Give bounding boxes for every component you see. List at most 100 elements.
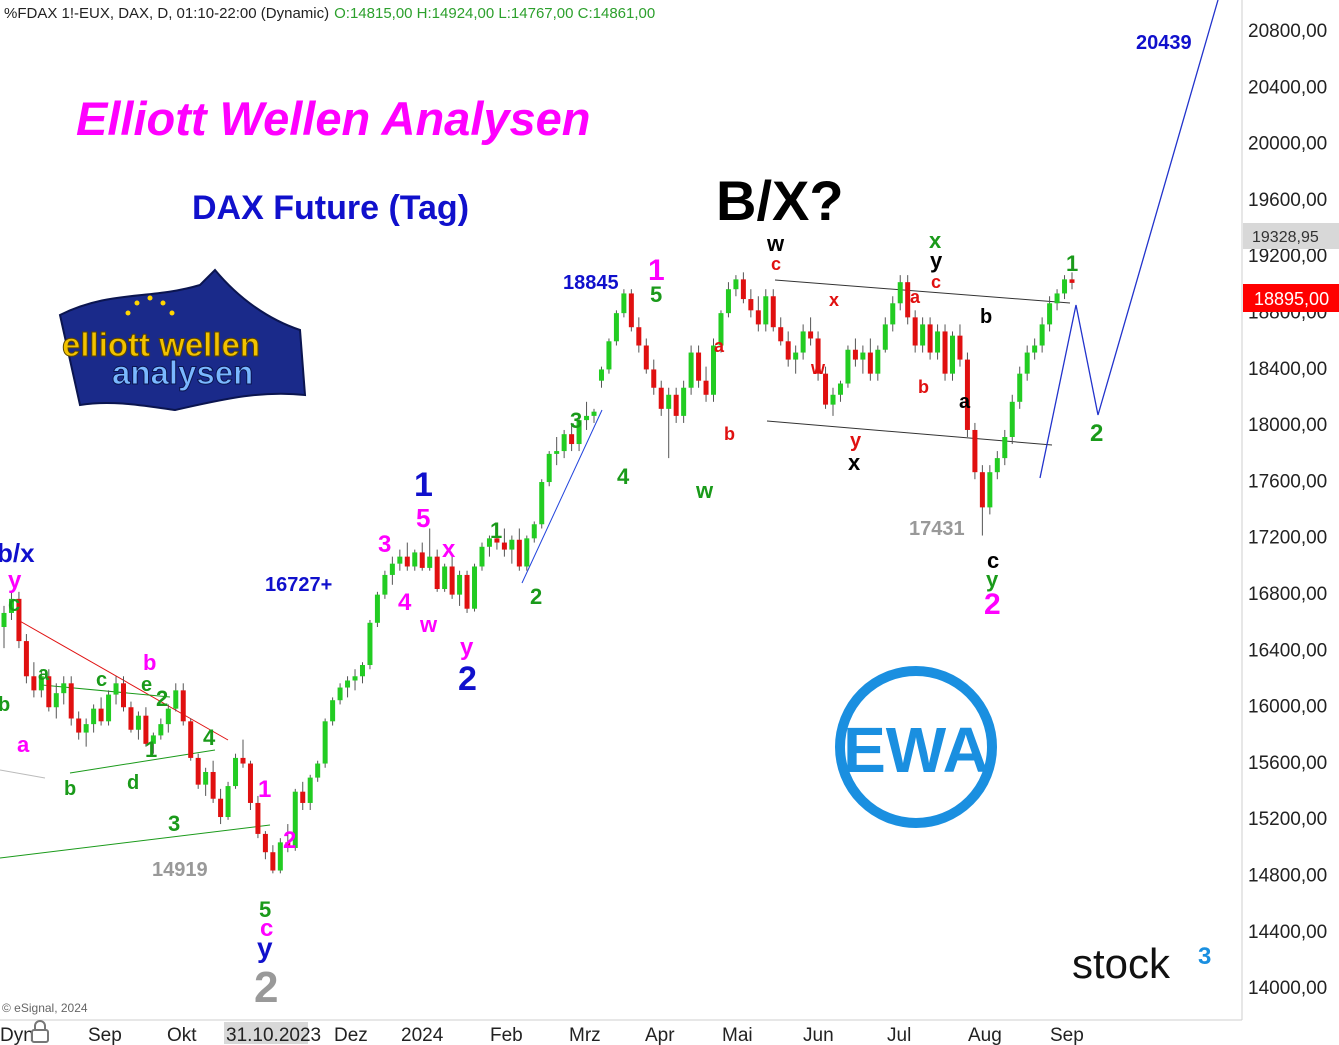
- long-support-line: [0, 824, 271, 859]
- time-tick-label: Sep: [1050, 1025, 1084, 1045]
- wave-annotations: 1 5 18845 3 4 w a b w c x w y x x y c a …: [0, 32, 1192, 1012]
- projection-path: [1039, 0, 1219, 479]
- price-tick-label: 18000,00: [1248, 415, 1327, 436]
- price-tick-label: 14800,00: [1248, 866, 1327, 887]
- annotation-label: 17431: [909, 518, 965, 540]
- candle-up: [53, 693, 59, 708]
- time-axis[interactable]: Dyn Sep Okt 31.10.2023 Dez 2024 Feb Mrz Apr Mai Ju…: [0, 1019, 1242, 1045]
- time-tick-label: Feb: [490, 1025, 523, 1045]
- annotation-label: 5: [416, 503, 430, 533]
- candle-down: [120, 683, 126, 708]
- lock-icon[interactable]: [31, 1020, 49, 1043]
- annotation-label: y: [8, 567, 22, 594]
- candle-up: [61, 683, 67, 694]
- candle-down: [270, 852, 276, 871]
- price-axis-ticks: 20800,00 20400,00 20000,00 19600,00 19200,00…: [1248, 21, 1327, 999]
- time-tick-label: Mai: [722, 1025, 753, 1045]
- time-tick-label: Dyn: [0, 1025, 34, 1045]
- annotation-label: x: [848, 450, 861, 475]
- candle-up: [950, 335, 956, 374]
- eu-flag-shape: [58, 268, 307, 412]
- time-tick-label: Aug: [968, 1025, 1002, 1045]
- symbol-info: %FDAX 1!-EUX, DAX, D, 01:10-22:00 (Dynam…: [4, 5, 655, 22]
- price-tick-label: 15200,00: [1248, 809, 1327, 830]
- annotation-label: b: [724, 424, 735, 444]
- candle-up: [987, 472, 993, 508]
- annotation-label: 2: [458, 660, 477, 698]
- candle-down: [247, 763, 253, 803]
- candle-down: [927, 324, 933, 353]
- annotation-label: 1: [414, 466, 433, 504]
- annotation-label: b/x: [0, 538, 35, 568]
- candle-up: [621, 293, 627, 314]
- candle-up: [920, 324, 926, 346]
- time-tick-label: Jul: [887, 1025, 911, 1045]
- candle-down: [912, 317, 918, 346]
- candle-up: [352, 676, 358, 681]
- last-price-value: 18895,00: [1254, 289, 1329, 309]
- candle-down: [464, 574, 470, 609]
- annotation-label: 3: [378, 531, 391, 558]
- logo-text-line-2: analysen: [112, 354, 253, 391]
- annotation-label: 1: [648, 254, 665, 287]
- annotation-label: 1: [145, 737, 157, 762]
- candle-up: [91, 708, 97, 725]
- ewa-badge-text: EWA: [843, 714, 989, 786]
- time-tick-label: Jun: [803, 1025, 834, 1045]
- scenario-label: B/X?: [716, 169, 844, 232]
- candle-up: [457, 574, 463, 595]
- candle-up: [837, 383, 843, 395]
- candle-up: [666, 394, 672, 409]
- candle-up: [38, 676, 44, 691]
- candle-down: [76, 718, 82, 733]
- price-axis[interactable]: 20800,00 20400,00 20000,00 19600,00 19200,00…: [1241, 0, 1339, 1020]
- candle-down: [98, 708, 104, 722]
- annotation-label: a: [910, 287, 921, 307]
- annotation-label: 4: [617, 464, 630, 489]
- candle-up: [158, 724, 164, 736]
- price-tick-label: 19200,00: [1248, 246, 1327, 267]
- annotation-label: 5: [650, 282, 662, 307]
- annotation-label: w: [810, 358, 826, 378]
- candle-down: [255, 802, 261, 834]
- candle-up: [233, 757, 239, 787]
- candle-up: [1017, 373, 1023, 402]
- candle-down: [979, 472, 985, 508]
- candle-down: [419, 552, 425, 568]
- candle-down: [636, 327, 642, 346]
- candle-down: [569, 434, 575, 445]
- candle-up: [479, 546, 485, 567]
- annotation-label: c: [771, 254, 781, 274]
- candle-down: [1069, 279, 1075, 283]
- annotation-label: c: [987, 548, 999, 573]
- candle-up: [315, 763, 321, 778]
- candle-down: [770, 296, 776, 328]
- candle-up: [292, 791, 298, 848]
- annotation-label: a: [959, 391, 971, 413]
- ewa-badge: EWA: [835, 666, 997, 828]
- candle-down: [240, 757, 246, 764]
- time-tick-label: Mrz: [569, 1025, 601, 1045]
- candle-up: [539, 482, 545, 525]
- candle-down: [673, 394, 679, 416]
- copyright-text: © eSignal, 2024: [2, 1001, 88, 1015]
- price-tick-label: 18400,00: [1248, 359, 1327, 380]
- candle-down: [188, 721, 194, 758]
- brand-title: Elliott Wellen Analysen: [76, 92, 591, 145]
- candle-up: [688, 352, 694, 388]
- candle-down: [210, 771, 216, 799]
- price-tick-label: 14000,00: [1248, 978, 1327, 999]
- date-highlight-tag: [224, 1022, 308, 1044]
- candle-up: [8, 598, 14, 613]
- annotation-label: 2: [156, 686, 168, 711]
- candle-up: [1039, 324, 1045, 346]
- candle-up: [337, 687, 343, 701]
- candle-down: [31, 676, 37, 691]
- candle-up: [382, 574, 388, 595]
- candle-up: [830, 394, 836, 405]
- candle-up: [591, 411, 597, 416]
- price-tick-label: 20400,00: [1248, 77, 1327, 98]
- candle-up: [845, 349, 851, 384]
- candle-up: [890, 303, 896, 325]
